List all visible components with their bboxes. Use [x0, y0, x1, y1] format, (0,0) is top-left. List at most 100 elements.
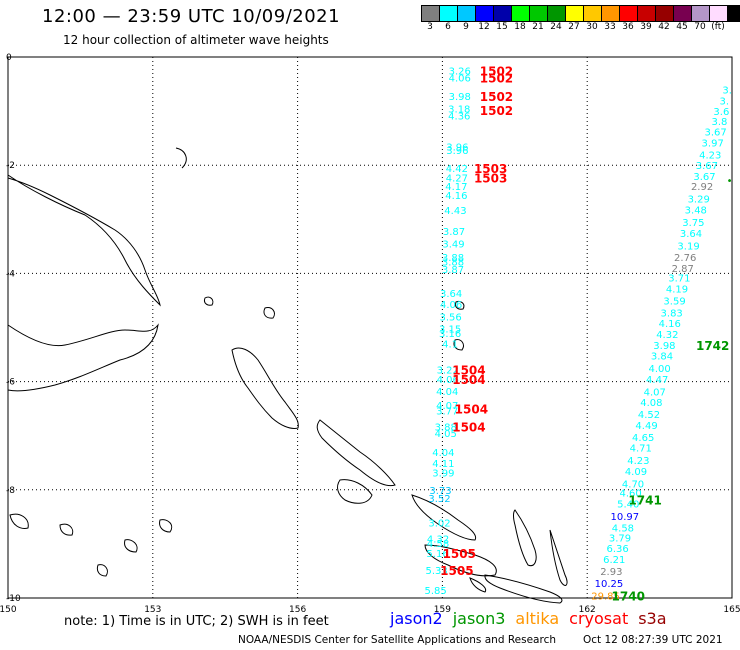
small-island-north	[175, 147, 187, 169]
wave-height-label: 3.67	[693, 172, 715, 183]
wave-height-label: 4.71	[630, 444, 652, 455]
color-swatch	[422, 6, 440, 21]
wave-height-label: 2.93	[600, 567, 622, 578]
wave-height-label: 3.98	[653, 341, 675, 352]
wave-height-label: 4.52	[638, 410, 660, 421]
coastlines	[7, 147, 568, 604]
wave-height-label: 3.	[722, 85, 732, 96]
y-tick-label: 0	[6, 53, 12, 63]
wave-height-label: 6.36	[606, 544, 628, 555]
color-swatch	[710, 6, 728, 21]
wave-height-label: 3.56	[439, 313, 461, 324]
color-swatch	[458, 6, 476, 21]
color-scale-label: 39	[640, 22, 652, 32]
wave-height-label: 3.77	[436, 406, 458, 417]
wave-height-label: 4.49	[635, 421, 657, 432]
wave-height-label: 3.98	[449, 92, 471, 103]
color-swatch	[728, 6, 740, 21]
y-tick-label: -6	[6, 378, 15, 388]
pass-time-label: 1505	[440, 564, 473, 578]
x-tick-label: 165	[723, 605, 740, 615]
pass-time-label: 1504	[452, 373, 485, 387]
wave-height-label: 3.48	[685, 206, 707, 217]
color-scale-label: 30	[586, 22, 598, 32]
credit-line: NOAA/NESDIS Center for Satellite Applica…	[238, 634, 556, 646]
wave-height-label: 3.49	[442, 240, 464, 251]
pass-time-label: 1741	[628, 494, 661, 508]
color-swatch	[476, 6, 494, 21]
small-island-b	[263, 307, 275, 319]
wave-height-label: 4.58	[612, 524, 634, 535]
wave-height-label: 3.88	[442, 253, 464, 264]
wave-height-label: 3.29	[688, 195, 710, 206]
santa-isabel-coast	[411, 494, 477, 541]
legend-s3a: s3a	[638, 609, 667, 628]
wave-height-label: 3.96	[446, 142, 468, 153]
map-frame	[7, 56, 733, 599]
color-swatch	[440, 6, 458, 21]
color-scale-label: 3	[427, 22, 433, 32]
wave-height-label: 4.23	[699, 150, 721, 161]
generation-timestamp: Oct 12 08:27:39 UTC 2021	[583, 634, 723, 646]
color-swatch	[602, 6, 620, 21]
pass-time-label: 1502	[480, 90, 513, 104]
wave-height-label: 3.8	[711, 117, 727, 128]
malaita-coast	[513, 509, 537, 567]
wave-height-label: 3.22	[437, 366, 459, 377]
wave-height-label: 2.76	[674, 253, 696, 264]
wave-height-label: 4.06	[437, 375, 459, 386]
color-scale-labels: 3 6 9 12 15 18 21 24 27 30 33 36 39 42 45 70 (ft)	[421, 22, 727, 32]
legend-jason2: jason2	[390, 609, 443, 628]
wave-height-label: 3.75	[682, 218, 704, 229]
wave-height-label: 3.73	[429, 486, 451, 497]
color-scale-label: (ft)	[711, 22, 725, 32]
small-island-a	[204, 296, 214, 306]
pass-time-label: 1503	[474, 172, 507, 186]
y-tick-label: -2	[6, 161, 15, 171]
wave-height-label: 5.33	[425, 566, 447, 577]
color-swatch	[584, 6, 602, 21]
color-scale-label: 9	[463, 22, 469, 32]
wave-height-label: 5.40	[617, 499, 639, 510]
island-group-west	[9, 513, 173, 577]
guadalcanal-coast	[424, 544, 497, 577]
color-swatch	[530, 6, 548, 21]
wave-height-label: 4.07	[644, 387, 666, 398]
color-scale-label: 24	[550, 22, 562, 32]
color-swatch	[494, 6, 512, 21]
x-tick-label: 159	[434, 605, 451, 615]
wave-height-label: 3.64	[680, 229, 702, 240]
wave-height-label: 4.08	[640, 398, 662, 409]
pass-time-label: 1503	[474, 162, 507, 176]
map-border	[7, 56, 733, 599]
makira-coast	[484, 574, 563, 604]
color-swatch	[620, 6, 638, 21]
wave-height-label: 6.21	[603, 555, 625, 566]
pass-time-label: 1505	[443, 547, 476, 561]
wave-height-label: 3.99	[432, 468, 454, 479]
wave-height-label: 4.04	[436, 387, 458, 398]
new-ireland-coast	[7, 174, 161, 307]
color-scale-label: 33	[604, 22, 616, 32]
satellite-legend: jason2 jason3 altika cryosat s3a	[390, 609, 667, 628]
footer-note: note: 1) Time is in UTC; 2) SWH is in fe…	[64, 614, 329, 629]
wave-height-label: 3.59	[663, 296, 685, 307]
y-tick-label: -4	[6, 269, 15, 279]
wave-height-label: 4.60	[620, 489, 642, 500]
wave-height-label: 4.58	[427, 539, 449, 550]
y-tick-label: -10	[6, 594, 21, 604]
wave-height-label: 4.04	[432, 448, 454, 459]
wave-height-label: 4.07	[436, 401, 458, 412]
pass-time-label: 1504	[455, 403, 488, 417]
color-scale-label: 42	[658, 22, 670, 32]
wave-height-label: 4.27	[446, 174, 468, 185]
wave-height-label: 2.87	[672, 264, 694, 275]
wave-height-label: 4.70	[622, 479, 644, 490]
wave-height-label: 29.85	[591, 591, 620, 602]
choiseul-coast	[316, 419, 396, 487]
color-scale-label: 70	[694, 22, 706, 32]
pass-time-label: 1504	[452, 421, 485, 435]
wave-height-label: 4.00	[648, 364, 670, 375]
wave-height-label: 3.88	[442, 257, 464, 268]
